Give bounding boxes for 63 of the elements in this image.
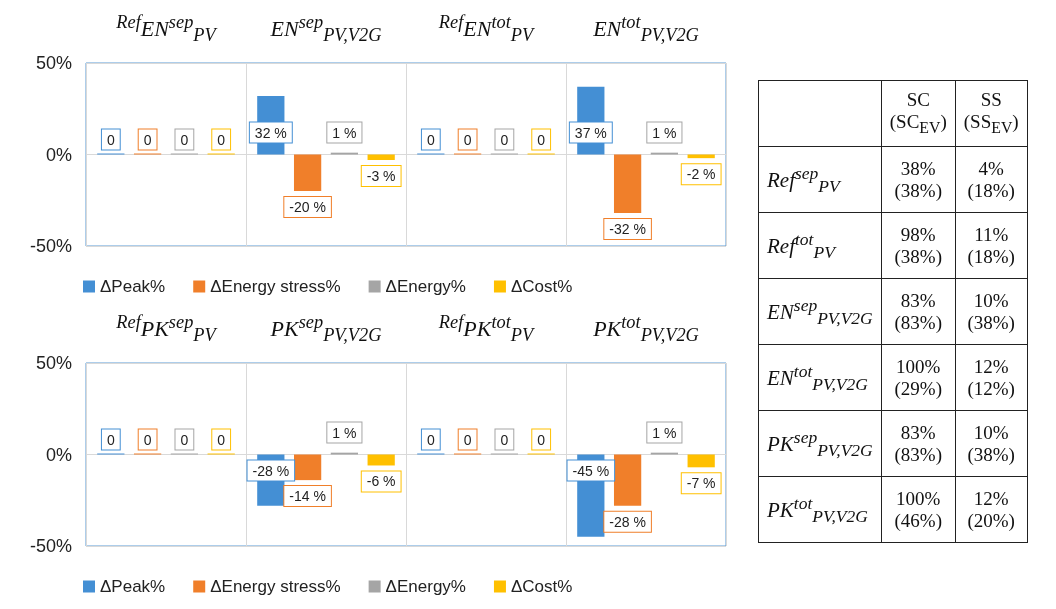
- text: 10% (38%): [967, 421, 1015, 465]
- legend-label: ΔEnergy%: [385, 577, 466, 596]
- data-label: -3 %: [366, 167, 396, 184]
- data-label: 0: [217, 431, 226, 448]
- data-label: 1 %: [652, 124, 677, 141]
- data-label: 1 %: [652, 424, 677, 441]
- data-label: 37 %: [574, 124, 607, 141]
- legend-label: ΔPeak%: [100, 277, 166, 296]
- text: 10% (38%): [967, 289, 1015, 333]
- text: 38% (38%): [894, 157, 942, 201]
- y-tick-label: -50%: [29, 536, 72, 556]
- legend-label: ΔEnergy stress%: [210, 277, 341, 296]
- text: 12% (12%): [967, 355, 1015, 399]
- text: 83% (83%): [894, 421, 942, 465]
- text: 98% (38%): [894, 223, 942, 267]
- category-label: SC (SC$_{EV}$): [889, 88, 947, 136]
- data-label: 1 %: [332, 424, 357, 441]
- text: 100% (29%): [894, 355, 942, 399]
- text: 83% (83%): [894, 289, 942, 333]
- text: 12% (20%): [967, 487, 1015, 531]
- y-tick-label: 50%: [35, 53, 72, 73]
- data-label: 32 %: [254, 124, 287, 141]
- data-label: 0: [500, 431, 509, 448]
- data-label: 0: [106, 431, 115, 448]
- data-label: 1 %: [332, 124, 357, 141]
- text: 100% (46%): [894, 487, 942, 531]
- data-label: 0: [106, 131, 115, 148]
- text: 4% (18%): [967, 157, 1015, 201]
- data-label: 0: [426, 431, 435, 448]
- legend-label: ΔEnergy%: [385, 277, 466, 296]
- y-tick-label: -50%: [29, 236, 72, 256]
- legend-label: ΔPeak%: [100, 577, 166, 596]
- legend-label: ΔEnergy stress%: [210, 577, 341, 596]
- y-tick-label: 0%: [45, 444, 72, 465]
- bar: [293, 154, 322, 192]
- legend-label: ΔCost%: [510, 577, 573, 596]
- legend-label: ΔCost%: [510, 277, 573, 296]
- data-label: -28 %: [609, 513, 646, 530]
- data-label: -32 %: [609, 221, 646, 238]
- y-tick-label: 0%: [45, 144, 72, 165]
- bar: [367, 154, 395, 160]
- data-label: -14 %: [289, 488, 326, 505]
- data-label: -6 %: [366, 473, 396, 490]
- data-label: -28 %: [252, 462, 290, 479]
- category-label: SS (SS$_{EV}$): [963, 88, 1019, 136]
- y-tick-label: 50%: [35, 353, 72, 373]
- data-label: 0: [463, 131, 472, 148]
- data-label: 0: [500, 131, 509, 148]
- data-label: 0: [143, 431, 152, 448]
- data-label: -45 %: [572, 462, 610, 479]
- data-label: 0: [180, 431, 189, 448]
- data-label: 0: [217, 131, 226, 148]
- data-label: 0: [143, 131, 152, 148]
- data-label: -2 %: [686, 166, 716, 183]
- data-label: 0: [426, 131, 435, 148]
- text: 11% (18%): [967, 223, 1015, 267]
- data-label: 0: [180, 131, 189, 148]
- data-label: -7 %: [686, 475, 716, 492]
- data-label: 0: [537, 431, 546, 448]
- bar: [613, 154, 642, 214]
- data-label: 0: [537, 131, 546, 148]
- data-label: -20 %: [289, 199, 326, 216]
- data-label: 0: [463, 431, 472, 448]
